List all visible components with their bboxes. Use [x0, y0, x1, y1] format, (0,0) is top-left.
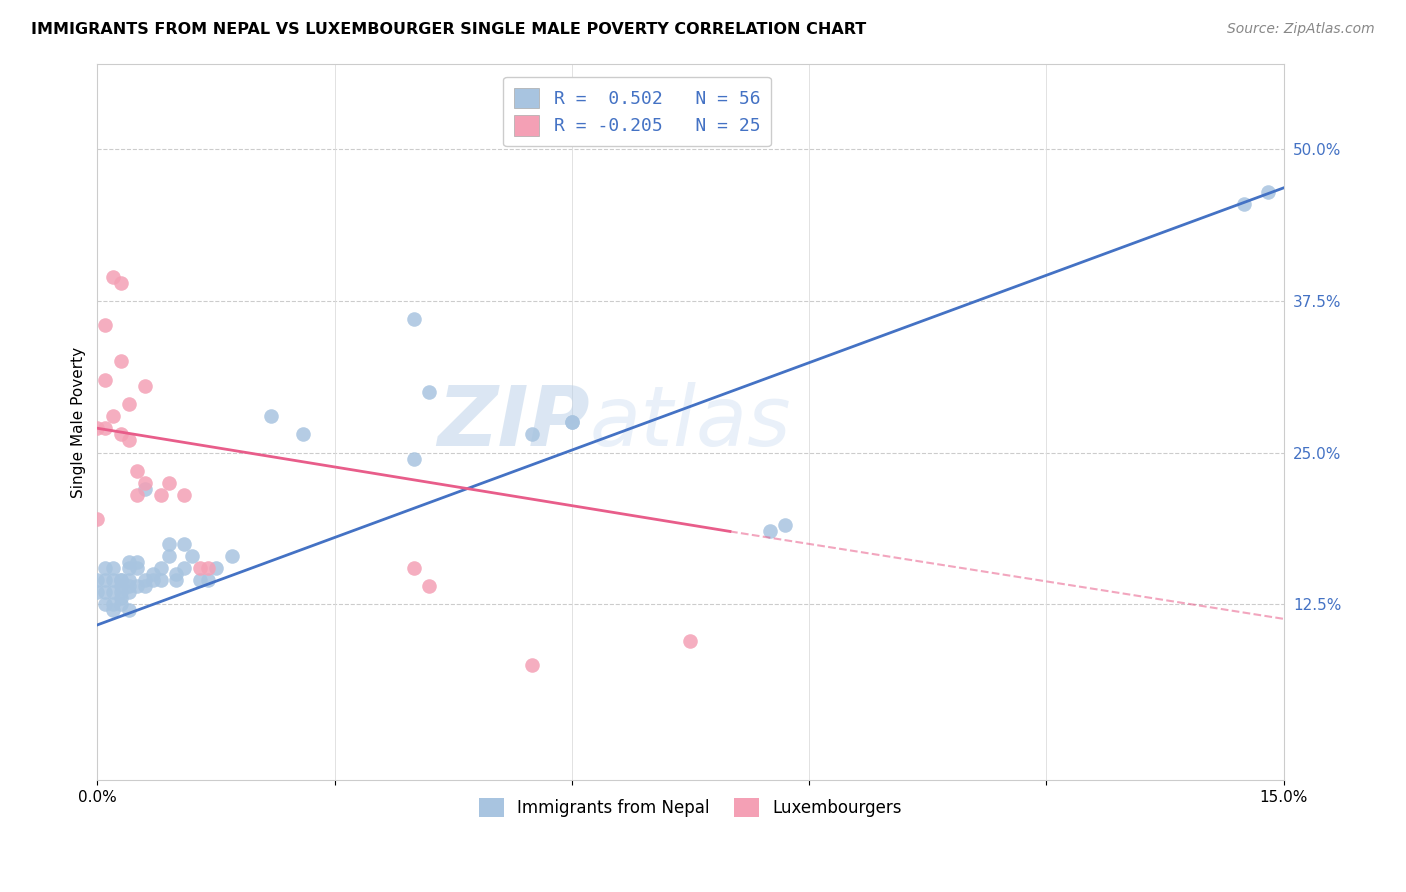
Point [775, 518, 797, 533]
Point [221, 549, 243, 563]
Point [118, 434, 141, 448]
Point [101, 409, 124, 423]
Point [561, 415, 583, 429]
Text: ZIP: ZIP [437, 382, 589, 463]
Point [134, 579, 156, 593]
Point [157, 475, 180, 490]
Point [110, 354, 132, 368]
Point [101, 603, 124, 617]
Point [173, 536, 195, 550]
Point [173, 561, 195, 575]
Point [125, 555, 148, 569]
Point [149, 488, 172, 502]
Point [291, 427, 314, 442]
Point [101, 585, 124, 599]
Point [134, 475, 156, 490]
Point [101, 561, 124, 575]
Point [110, 573, 132, 587]
Point [118, 579, 141, 593]
Point [1233, 196, 1256, 211]
Point [197, 573, 219, 587]
Point [118, 561, 141, 575]
Y-axis label: Single Male Poverty: Single Male Poverty [72, 347, 86, 498]
Point [125, 464, 148, 478]
Point [173, 488, 195, 502]
Point [188, 561, 211, 575]
Point [110, 276, 132, 290]
Point [205, 561, 228, 575]
Point [149, 573, 172, 587]
Point [125, 561, 148, 575]
Point [157, 536, 180, 550]
Point [418, 384, 440, 399]
Point [86, 421, 108, 435]
Point [118, 555, 141, 569]
Point [260, 409, 283, 423]
Point [402, 561, 425, 575]
Point [86, 585, 108, 599]
Point [142, 573, 165, 587]
Text: atlas: atlas [589, 382, 792, 463]
Text: IMMIGRANTS FROM NEPAL VS LUXEMBOURGER SINGLE MALE POVERTY CORRELATION CHART: IMMIGRANTS FROM NEPAL VS LUXEMBOURGER SI… [31, 22, 866, 37]
Point [418, 579, 440, 593]
Point [86, 573, 108, 587]
Point [110, 579, 132, 593]
Point [101, 269, 124, 284]
Point [94, 561, 117, 575]
Point [125, 579, 148, 593]
Point [94, 421, 117, 435]
Point [165, 573, 187, 587]
Point [181, 549, 204, 563]
Point [679, 633, 702, 648]
Point [134, 378, 156, 392]
Point [165, 566, 187, 581]
Point [101, 597, 124, 611]
Legend: Immigrants from Nepal, Luxembourgers: Immigrants from Nepal, Luxembourgers [470, 789, 911, 826]
Point [110, 573, 132, 587]
Point [110, 585, 132, 599]
Point [94, 318, 117, 332]
Point [125, 488, 148, 502]
Point [101, 573, 124, 587]
Point [118, 585, 141, 599]
Point [110, 591, 132, 606]
Point [110, 427, 132, 442]
Point [561, 415, 583, 429]
Point [188, 573, 211, 587]
Point [118, 573, 141, 587]
Point [110, 597, 132, 611]
Point [94, 597, 117, 611]
Point [94, 573, 117, 587]
Point [157, 549, 180, 563]
Point [149, 561, 172, 575]
Point [142, 566, 165, 581]
Point [522, 427, 544, 442]
Point [118, 397, 141, 411]
Point [94, 585, 117, 599]
Text: Source: ZipAtlas.com: Source: ZipAtlas.com [1227, 22, 1375, 37]
Point [402, 451, 425, 466]
Point [522, 657, 544, 672]
Point [134, 573, 156, 587]
Point [402, 312, 425, 326]
Point [86, 512, 108, 526]
Point [118, 603, 141, 617]
Point [1257, 185, 1279, 199]
Point [94, 373, 117, 387]
Point [758, 524, 780, 539]
Point [197, 561, 219, 575]
Point [134, 482, 156, 496]
